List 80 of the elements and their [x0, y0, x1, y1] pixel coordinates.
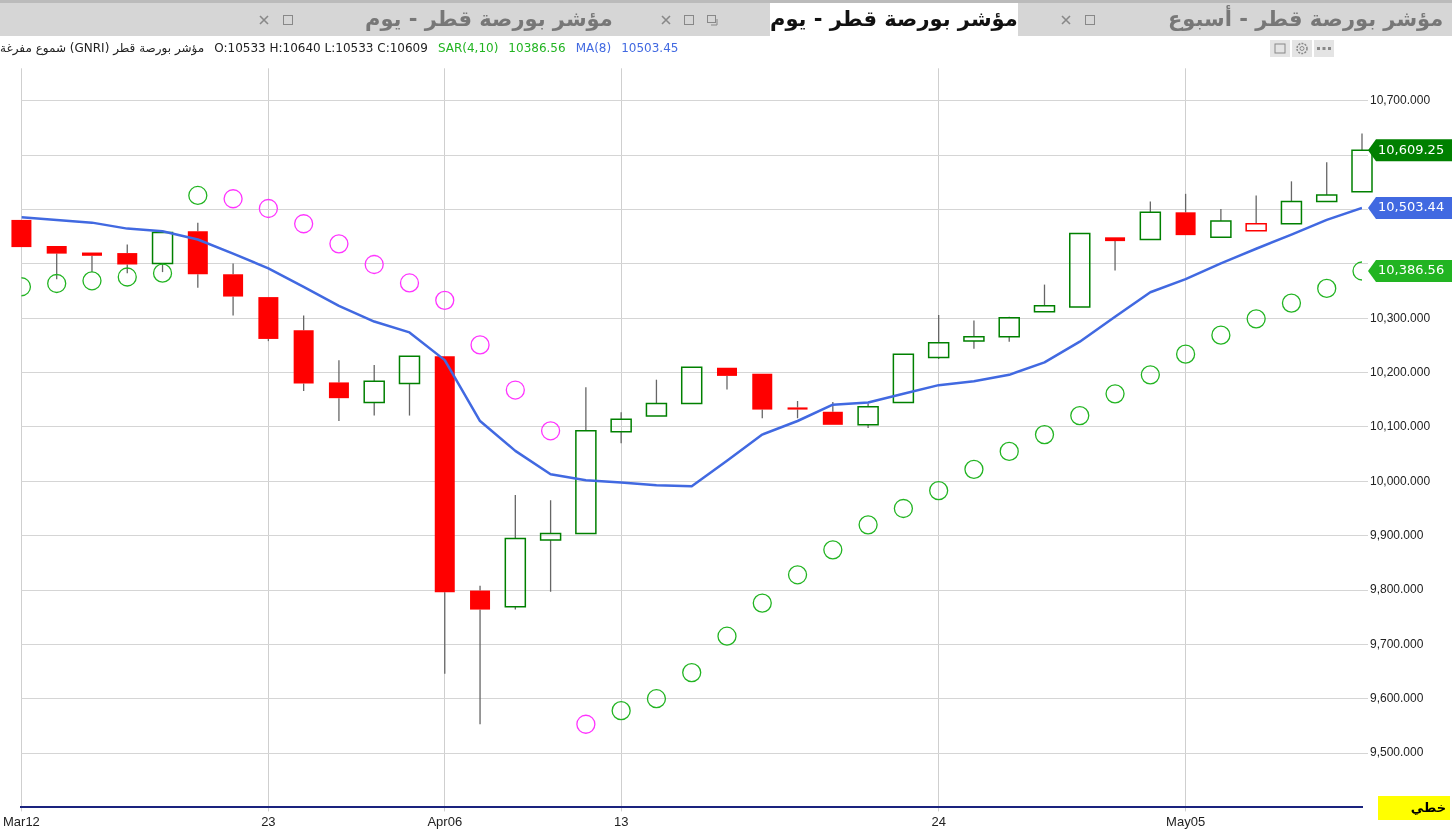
point: [470, 335, 490, 355]
candlestick: [223, 262, 244, 317]
point: [399, 273, 420, 293]
point: [294, 214, 314, 234]
point: [576, 714, 596, 734]
text: خطي: [1378, 796, 1450, 820]
text: 10503.45: [621, 41, 679, 55]
candlestick: [716, 367, 737, 391]
point: [999, 441, 1019, 462]
x-tick-label: 24: [931, 813, 946, 829]
point: [1034, 424, 1055, 445]
y-tick-label: 10,300.000: [1370, 310, 1431, 325]
y-tick-label: 10,200.000: [1370, 364, 1431, 379]
candlestick: [1280, 180, 1303, 225]
point: [540, 421, 561, 441]
point: [1246, 309, 1266, 329]
y-tick-label: 9,800.000: [1370, 582, 1424, 597]
candlestick: [328, 359, 349, 422]
point: [893, 498, 914, 519]
point: [1281, 293, 1302, 313]
point: [47, 273, 67, 294]
point: [82, 271, 102, 291]
point: [188, 185, 208, 206]
y-tick-label: 9,700.000: [1370, 636, 1424, 651]
candlestick: [187, 221, 208, 289]
point: [1105, 384, 1125, 404]
y-tick-label: 10,700.000: [1370, 93, 1431, 108]
candlestick: [575, 386, 597, 535]
point: [1317, 278, 1337, 299]
point: [117, 267, 137, 287]
text: 10,609.25: [1378, 141, 1445, 157]
point: [435, 290, 455, 311]
chart-subtitle: مؤشر بورصة قطر (GNRI) شموع مفرغة: [0, 41, 205, 55]
point: [611, 701, 631, 721]
point: [1140, 365, 1160, 385]
y-tick-label: 10,100.000: [1370, 419, 1431, 434]
x-tick-label: Mar12: [2, 813, 40, 829]
point: [329, 234, 349, 254]
candlestick: [504, 494, 527, 611]
point: [646, 689, 667, 709]
chart-title: مؤشر بورصة قطر - يوم: [770, 3, 1018, 36]
point: [1070, 405, 1090, 426]
point: [364, 254, 384, 275]
y-tick-label: 9,600.000: [1370, 691, 1424, 706]
point: [964, 459, 984, 480]
text: MA(8): [575, 41, 612, 55]
point: [823, 540, 843, 560]
text: 10,386.56: [1378, 262, 1445, 278]
point: [787, 565, 808, 585]
y-tick-label: 10,000.000: [1370, 473, 1431, 488]
point: [152, 263, 173, 283]
point: [858, 515, 878, 535]
point: [258, 198, 279, 219]
point: [682, 662, 702, 683]
point: [223, 189, 243, 209]
x-tick-label: Apr06: [427, 813, 463, 829]
point: [505, 380, 525, 400]
text: O:10533 H:10640 L:10533 C:10609: [214, 41, 428, 55]
candlestick: [857, 402, 879, 429]
candlestick: [293, 314, 314, 392]
text: SAR(4,10): [437, 41, 499, 55]
candlestick: [1105, 237, 1126, 272]
candlestick: [1315, 161, 1338, 203]
candlestick: [1175, 193, 1196, 236]
text: مؤشر بورصة قطر - يوم: [365, 6, 613, 33]
point: [1211, 325, 1231, 345]
text: 10,503.44: [1378, 199, 1445, 215]
candlestick: [470, 585, 491, 725]
text: 10386.56: [508, 41, 566, 55]
candlestick: [539, 499, 562, 593]
y-tick-label: 9,900.000: [1370, 527, 1424, 542]
y-tick-label: 9,500.000: [1370, 745, 1424, 760]
x-tick-label: 13: [613, 813, 629, 829]
x-tick-label: 23: [261, 813, 276, 829]
point: [1175, 344, 1196, 364]
point: [717, 626, 737, 646]
point: [752, 593, 772, 613]
text: مؤشر بورصة قطر - أسبوع: [1168, 4, 1444, 33]
point: [929, 480, 949, 501]
x-tick-label: May05: [1166, 813, 1206, 829]
